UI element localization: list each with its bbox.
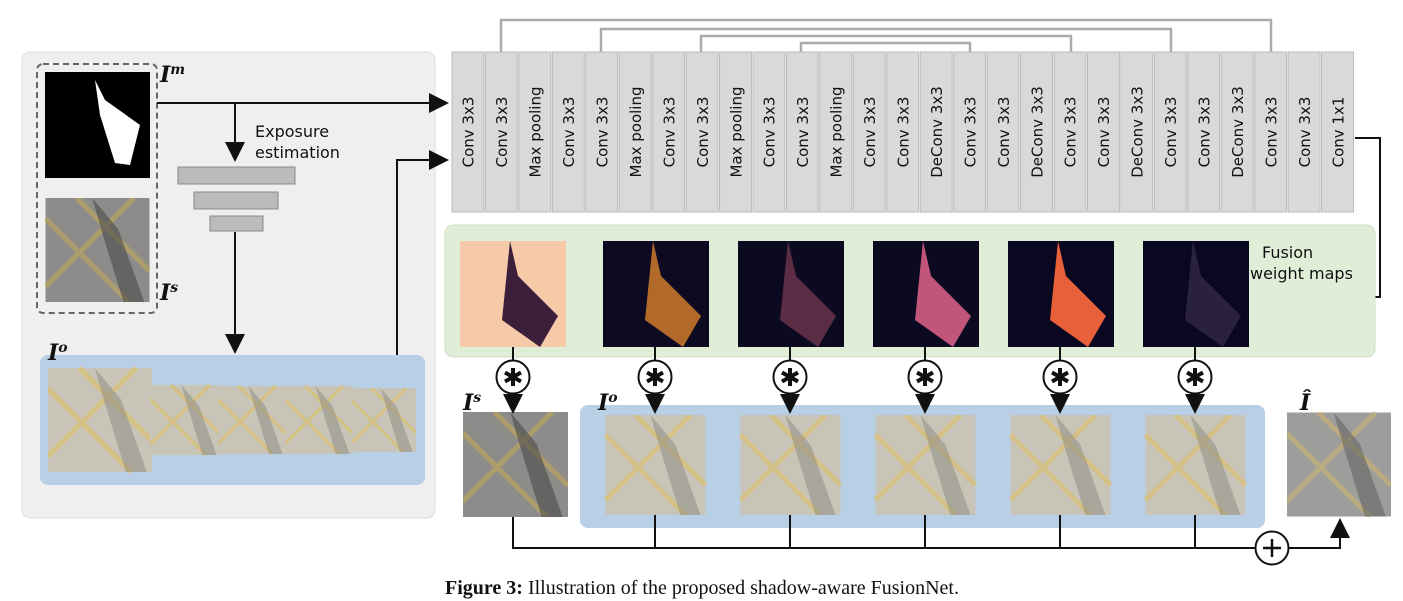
- layer-label: Max pooling: [627, 86, 645, 177]
- layer: [986, 51, 1020, 213]
- layer-label: Conv 1x1: [1329, 97, 1347, 168]
- weight-map-shape: [502, 241, 558, 347]
- layer-label: Conv 3x3: [1062, 97, 1080, 168]
- layer: [685, 51, 719, 213]
- layer-label: Conv 3x3: [995, 97, 1013, 168]
- layer: [585, 51, 619, 213]
- layer-label: Conv 3x3: [594, 97, 612, 168]
- layer: [652, 51, 686, 213]
- layer-label: Conv 3x3: [1262, 97, 1280, 168]
- layer-label: Conv 3x3: [560, 97, 578, 168]
- weight-map-shape: [1185, 241, 1241, 347]
- layer: [1220, 51, 1254, 213]
- layer: [819, 51, 853, 213]
- plus: [1254, 530, 1290, 566]
- layer: [1120, 51, 1154, 213]
- output-image: [1287, 413, 1391, 517]
- layer: [953, 51, 987, 213]
- layer: [752, 51, 786, 213]
- sum-line: [512, 517, 1255, 549]
- layer: [886, 51, 920, 213]
- overexposed-image: [1146, 415, 1246, 515]
- layer-label: Conv 3x3: [895, 97, 913, 168]
- layer-label: Conv 3x3: [1196, 97, 1214, 168]
- multiply: [1042, 359, 1078, 395]
- layer-label: Conv 3x3: [761, 97, 779, 168]
- estimator-layer: [193, 191, 279, 210]
- mask-label: Im: [159, 62, 185, 88]
- exposure-text: Exposure: [255, 122, 329, 141]
- exposure-text: estimation: [255, 143, 340, 162]
- layer-label: Conv 3x3: [460, 97, 478, 168]
- layer: [551, 51, 585, 213]
- shadow-label: Is: [462, 390, 481, 416]
- layer: [1187, 51, 1221, 213]
- layer-label: Conv 3x3: [660, 97, 678, 168]
- layer-label: Conv 3x3: [861, 97, 879, 168]
- caption: Figure 3: Illustration of the proposed s…: [445, 577, 959, 599]
- layer: [1086, 51, 1120, 213]
- layer-label: DeConv 3x3: [1129, 86, 1147, 178]
- fusion-ops: [495, 347, 1246, 548]
- layer: [1020, 51, 1053, 213]
- estimator-layer: [177, 166, 296, 185]
- input-group: [36, 63, 158, 314]
- layer-label: Conv 3x3: [694, 97, 712, 168]
- shadow-image: [463, 412, 568, 517]
- layer-label: Conv 3x3: [794, 97, 812, 168]
- weight-map-shape: [780, 241, 836, 347]
- weight-map-shape: [1050, 241, 1106, 347]
- multiply: [637, 359, 673, 395]
- output-label: Î: [1299, 389, 1311, 416]
- mask-shape: [95, 80, 140, 165]
- layer-label: DeConv 3x3: [1229, 86, 1247, 178]
- overexposed-image: [606, 415, 706, 515]
- weight-maps: [460, 241, 1249, 347]
- layer-label: Max pooling: [727, 86, 745, 177]
- arrow: [396, 150, 449, 355]
- overexposed-image: [1011, 415, 1111, 515]
- overexposed-label: Io: [597, 390, 618, 416]
- layer: [484, 51, 518, 213]
- overexposed-image: [741, 415, 841, 515]
- layer: [785, 51, 819, 213]
- multiply: [1177, 359, 1213, 395]
- layer: [451, 51, 485, 213]
- layer: [919, 51, 953, 213]
- layer-label: Conv 3x3: [1095, 97, 1113, 168]
- network: Conv 3x3 Conv 3x3 Max pooling Conv 3x3 Conv …: [451, 51, 1354, 213]
- layer: [1153, 51, 1187, 213]
- overexposed-image: [876, 415, 976, 515]
- layer-label: Conv 3x3: [961, 97, 979, 168]
- shadow-label: Is: [159, 280, 178, 306]
- arrow: [1289, 518, 1350, 549]
- weights-text: weight maps: [1250, 264, 1353, 283]
- skip-connections: [499, 18, 1273, 52]
- multiply: [495, 359, 531, 395]
- layer-label: Conv 3x3: [493, 97, 511, 168]
- layer-label: Conv 3x3: [1162, 97, 1180, 168]
- layer: [1321, 51, 1354, 213]
- weight-map-shape: [915, 241, 971, 347]
- estimator-layer: [209, 215, 264, 232]
- layer: [1053, 51, 1087, 213]
- multiply: [772, 359, 808, 395]
- layer: [1254, 51, 1288, 213]
- layer: [518, 51, 552, 213]
- layer: [618, 51, 652, 213]
- layer-label: Max pooling: [527, 86, 545, 177]
- layer-label: DeConv 3x3: [928, 86, 946, 178]
- layer: [1287, 51, 1321, 213]
- overexposed-label: Io: [47, 340, 68, 366]
- shadow-image: [46, 198, 150, 302]
- multiply: [907, 359, 943, 395]
- weight-map-shape: [645, 241, 701, 347]
- layer-label: DeConv 3x3: [1028, 86, 1046, 178]
- layer-label: Conv 3x3: [1296, 97, 1314, 168]
- layer: [719, 51, 752, 213]
- layer: [852, 51, 886, 213]
- weights-text: Fusion: [1262, 243, 1313, 262]
- layer-label: Max pooling: [828, 86, 846, 177]
